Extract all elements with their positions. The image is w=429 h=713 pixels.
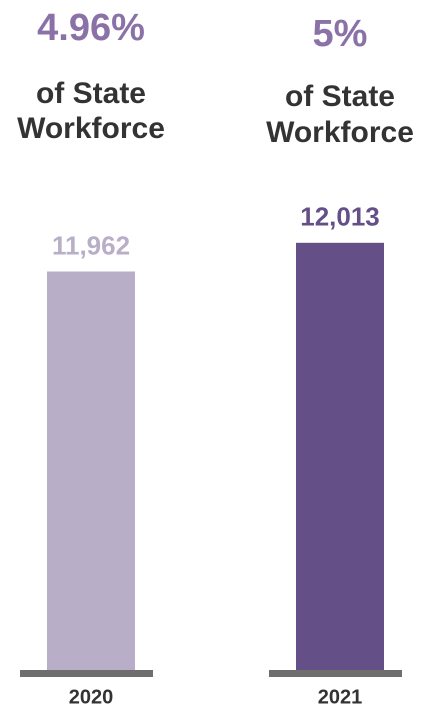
value-label: 11,962 [52, 230, 130, 260]
note: Workforce [266, 116, 414, 149]
headline: 5% [313, 13, 368, 55]
note: Workforce [17, 112, 165, 145]
bar [47, 271, 135, 672]
baseline [269, 670, 402, 677]
baseline [20, 670, 153, 677]
value-label: 12,013 [300, 202, 380, 232]
x-tick-label: 2021 [318, 686, 363, 708]
headline: 4.96% [37, 7, 145, 49]
x-tick-label: 2020 [69, 686, 114, 708]
note: of State [285, 80, 395, 113]
note: of State [36, 77, 146, 110]
bar [296, 242, 384, 672]
